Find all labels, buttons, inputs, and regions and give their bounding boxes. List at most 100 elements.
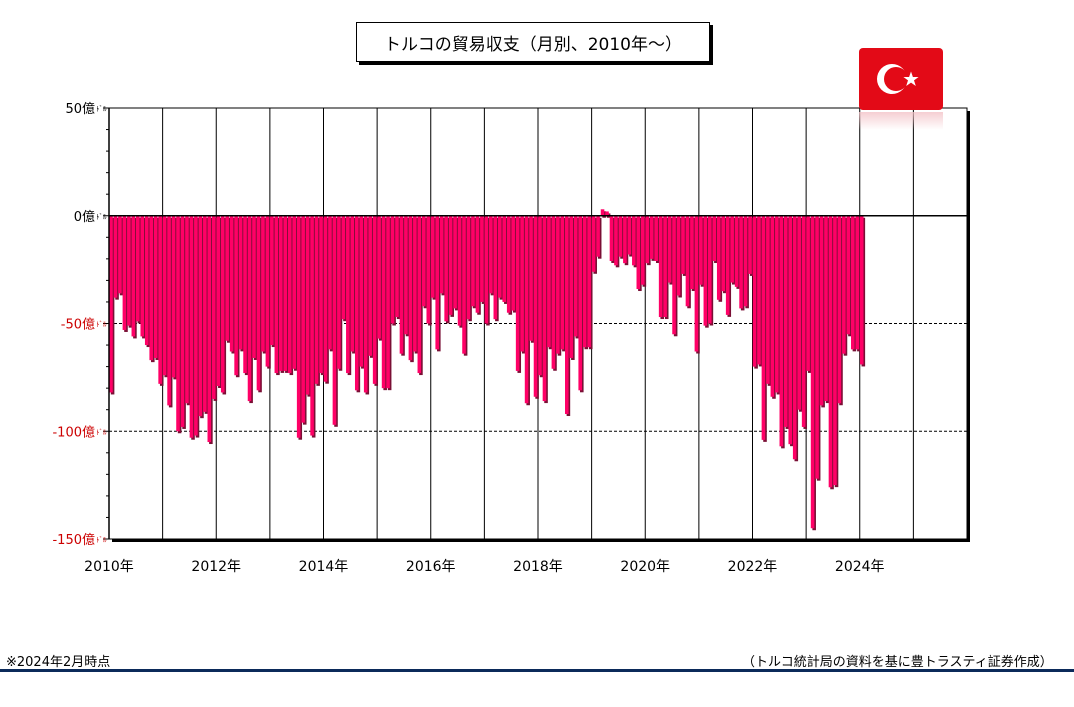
x-tick-label: 2020年 xyxy=(620,559,670,575)
bar xyxy=(144,215,149,346)
bar xyxy=(189,215,194,438)
bar xyxy=(640,215,645,285)
bar xyxy=(118,215,122,294)
x-tick-label: 2016年 xyxy=(406,559,456,575)
bar xyxy=(542,215,547,402)
bar xyxy=(439,215,444,294)
bar xyxy=(167,215,171,406)
y-tick-unit: ﾄﾞﾙ xyxy=(96,213,107,221)
chart-title: トルコの貿易収支（月別、2010年～） xyxy=(356,22,710,62)
bar xyxy=(381,215,386,389)
bar xyxy=(694,215,699,352)
bar xyxy=(632,215,636,266)
x-tick-label: 2018年 xyxy=(513,559,563,575)
bar xyxy=(565,215,569,415)
bar xyxy=(113,215,118,298)
x-tick-label: 2024年 xyxy=(835,559,885,575)
bar xyxy=(305,215,310,395)
bar xyxy=(828,215,833,488)
bar xyxy=(457,215,462,326)
bar xyxy=(748,215,752,274)
bar xyxy=(395,215,399,318)
bar xyxy=(480,215,484,302)
source-note: （トルコ統計局の資料を基に豊トラスティ証券作成） xyxy=(742,655,1053,670)
bar xyxy=(337,215,341,369)
y-tick-label: 50億 xyxy=(65,101,95,117)
bar xyxy=(605,211,609,216)
bar xyxy=(314,215,319,384)
bar xyxy=(484,215,489,324)
bar xyxy=(296,215,301,438)
bar xyxy=(739,215,743,309)
bar xyxy=(842,215,846,354)
bar xyxy=(265,215,270,367)
bar xyxy=(770,215,775,397)
bar xyxy=(332,215,337,425)
bar xyxy=(341,215,346,320)
bar xyxy=(810,215,815,529)
bar xyxy=(721,215,725,292)
bar xyxy=(627,215,632,255)
y-tick-unit: ﾄﾞﾙ xyxy=(96,536,107,544)
bottom-rule xyxy=(0,669,1074,672)
bar xyxy=(520,215,524,352)
bar xyxy=(372,215,377,384)
x-tick-label: 2010年 xyxy=(84,559,134,575)
bar xyxy=(511,215,515,311)
bar xyxy=(462,215,466,354)
bar xyxy=(757,215,761,365)
bar xyxy=(752,215,757,367)
bar xyxy=(614,215,618,266)
bar xyxy=(430,215,435,298)
bar xyxy=(328,215,332,350)
bar xyxy=(131,215,136,337)
bar xyxy=(368,215,372,356)
bar xyxy=(466,215,471,320)
bar xyxy=(211,215,216,399)
bar xyxy=(587,215,591,348)
bar xyxy=(247,215,252,402)
bar xyxy=(730,215,734,283)
date-note: ※2024年2月時点 xyxy=(6,655,111,670)
bar xyxy=(363,215,368,393)
bar xyxy=(149,215,153,361)
bar xyxy=(346,215,350,374)
bar xyxy=(270,215,274,346)
bar xyxy=(524,215,529,404)
bar xyxy=(663,215,667,318)
bar xyxy=(301,215,305,423)
bar xyxy=(243,215,247,374)
bar xyxy=(761,215,766,440)
bar xyxy=(502,215,507,302)
bar xyxy=(766,215,770,384)
bar xyxy=(716,215,721,300)
bar xyxy=(703,215,708,326)
bar xyxy=(851,215,855,350)
flag-reflection xyxy=(859,112,943,130)
bar xyxy=(797,215,801,410)
bar xyxy=(685,215,690,307)
bar xyxy=(547,215,551,348)
bar xyxy=(623,215,627,264)
bar xyxy=(413,215,417,352)
bar xyxy=(596,215,600,257)
x-tick-label: 2014年 xyxy=(299,559,349,575)
bar xyxy=(171,215,176,378)
bar xyxy=(801,215,806,427)
bar xyxy=(453,215,457,309)
bar xyxy=(551,215,556,369)
bar xyxy=(408,215,413,361)
bar xyxy=(556,215,560,354)
bar xyxy=(185,215,189,404)
bar xyxy=(274,215,279,374)
bar xyxy=(279,215,283,371)
bar xyxy=(859,215,864,365)
bar xyxy=(354,215,359,391)
bar xyxy=(690,215,694,290)
bar xyxy=(779,215,784,447)
turkey-flag-icon xyxy=(859,48,943,110)
bar xyxy=(493,215,498,320)
bar xyxy=(287,215,292,374)
bar xyxy=(386,215,390,389)
